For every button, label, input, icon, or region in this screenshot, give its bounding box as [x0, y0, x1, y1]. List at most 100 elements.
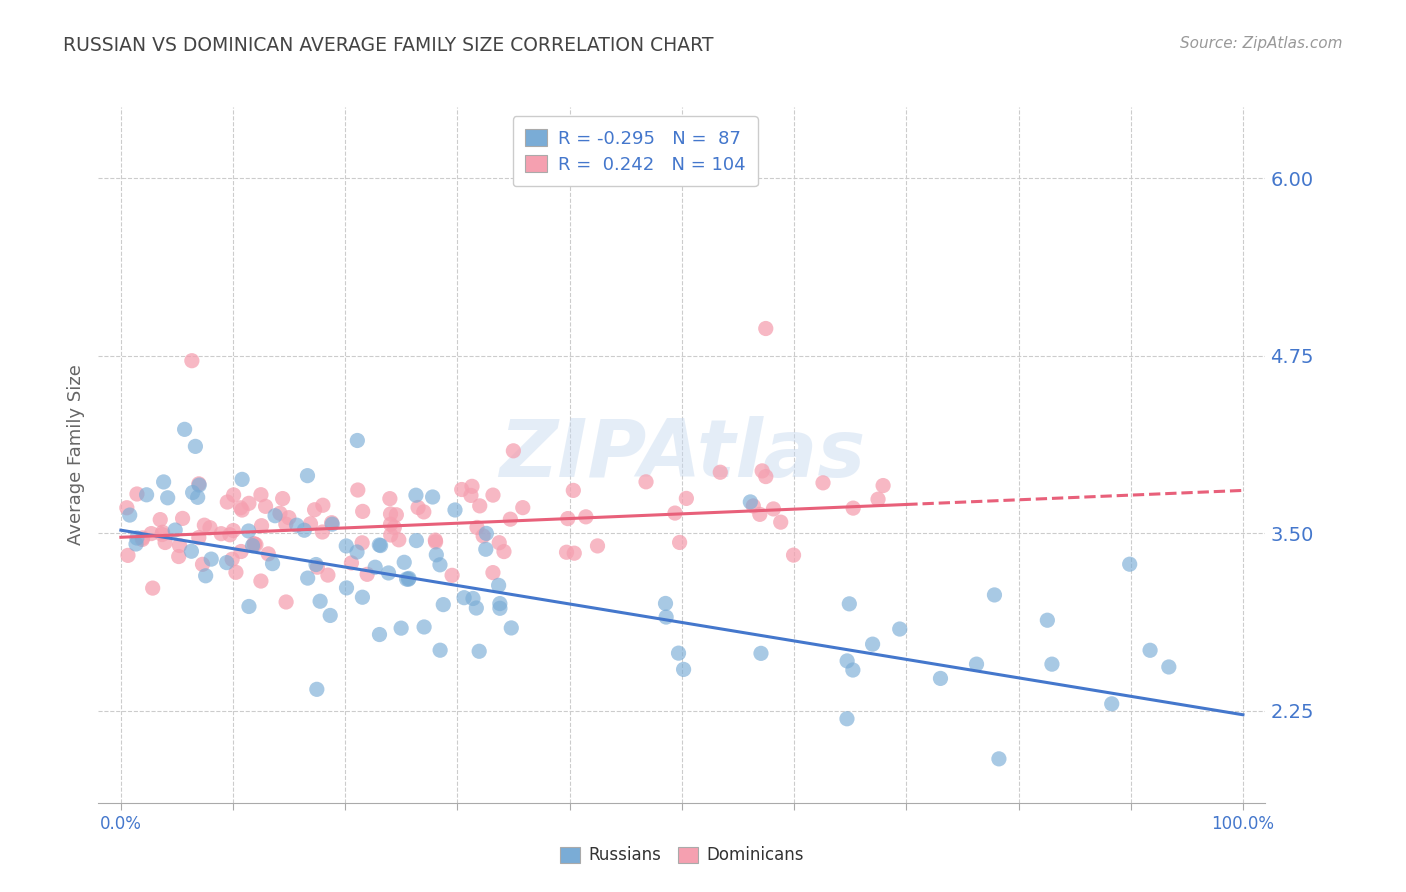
Point: [575, 509, 598, 524]
Point: [118, 508, 141, 522]
Point: [489, 597, 512, 611]
Point: [468, 499, 491, 513]
Point: [131, 533, 153, 547]
Point: [460, 488, 482, 502]
Point: [465, 520, 488, 534]
Text: Source: ZipAtlas.com: Source: ZipAtlas.com: [1180, 36, 1343, 51]
Point: [751, 464, 773, 478]
Point: [352, 504, 374, 518]
Point: [444, 503, 467, 517]
Point: [125, 487, 148, 501]
Point: [475, 526, 498, 541]
Point: [432, 598, 454, 612]
Point: [664, 506, 686, 520]
Point: [472, 529, 495, 543]
Point: [356, 567, 378, 582]
Point: [586, 539, 609, 553]
Point: [305, 682, 328, 697]
Point: [380, 507, 402, 521]
Point: [299, 516, 322, 531]
Point: [264, 508, 287, 523]
Point: [389, 621, 412, 635]
Point: [398, 571, 420, 585]
Point: [352, 536, 374, 550]
Point: [811, 475, 834, 490]
Point: [675, 491, 697, 506]
Point: [149, 513, 172, 527]
Point: [502, 443, 524, 458]
Point: [181, 485, 204, 500]
Point: [488, 578, 510, 592]
Point: [762, 502, 785, 516]
Point: [769, 515, 792, 529]
Point: [125, 537, 148, 551]
Point: [221, 552, 243, 566]
Point: [238, 599, 260, 614]
Point: [245, 538, 267, 552]
Point: [117, 549, 139, 563]
Point: [167, 549, 190, 564]
Point: [489, 601, 512, 615]
Point: [152, 525, 174, 540]
Point: [141, 526, 163, 541]
Point: [307, 560, 329, 574]
Point: [838, 597, 860, 611]
Point: [125, 531, 148, 545]
Point: [1139, 643, 1161, 657]
Point: [512, 500, 534, 515]
Point: [889, 622, 911, 636]
Point: [782, 548, 804, 562]
Point: [250, 488, 273, 502]
Point: [370, 539, 392, 553]
Point: [453, 591, 475, 605]
Point: [346, 545, 368, 559]
Point: [482, 488, 505, 502]
Point: [274, 517, 297, 532]
Point: [131, 531, 153, 545]
Point: [321, 516, 343, 530]
Point: [742, 499, 765, 513]
Point: [634, 475, 657, 489]
Point: [966, 657, 988, 672]
Point: [173, 422, 195, 436]
Point: [254, 500, 277, 514]
Point: [297, 571, 319, 585]
Point: [172, 511, 194, 525]
Point: [156, 491, 179, 505]
Text: RUSSIAN VS DOMINICAN AVERAGE FAMILY SIZE CORRELATION CHART: RUSSIAN VS DOMINICAN AVERAGE FAMILY SIZE…: [63, 36, 714, 54]
Point: [250, 574, 273, 588]
Point: [425, 533, 447, 548]
Point: [441, 568, 464, 582]
Point: [309, 594, 332, 608]
Point: [152, 475, 174, 489]
Point: [749, 646, 772, 660]
Point: [429, 558, 451, 572]
Point: [842, 663, 865, 677]
Point: [835, 712, 858, 726]
Point: [225, 566, 247, 580]
Point: [405, 533, 427, 548]
Point: [395, 572, 418, 586]
Point: [115, 500, 138, 515]
Point: [346, 434, 368, 448]
Point: [257, 547, 280, 561]
Point: [194, 569, 217, 583]
Point: [193, 518, 215, 533]
Point: [668, 535, 690, 549]
Point: [396, 572, 419, 586]
Point: [335, 539, 357, 553]
Point: [222, 488, 245, 502]
Point: [468, 644, 491, 658]
Point: [557, 511, 579, 525]
Point: [482, 566, 505, 580]
Point: [346, 483, 368, 497]
Point: [231, 503, 253, 517]
Point: [862, 637, 884, 651]
Point: [1157, 660, 1180, 674]
Point: [461, 479, 484, 493]
Point: [335, 581, 357, 595]
Point: [740, 495, 762, 509]
Point: [987, 752, 1010, 766]
Point: [475, 542, 498, 557]
Legend: Russians, Dominicans: Russians, Dominicans: [554, 839, 810, 871]
